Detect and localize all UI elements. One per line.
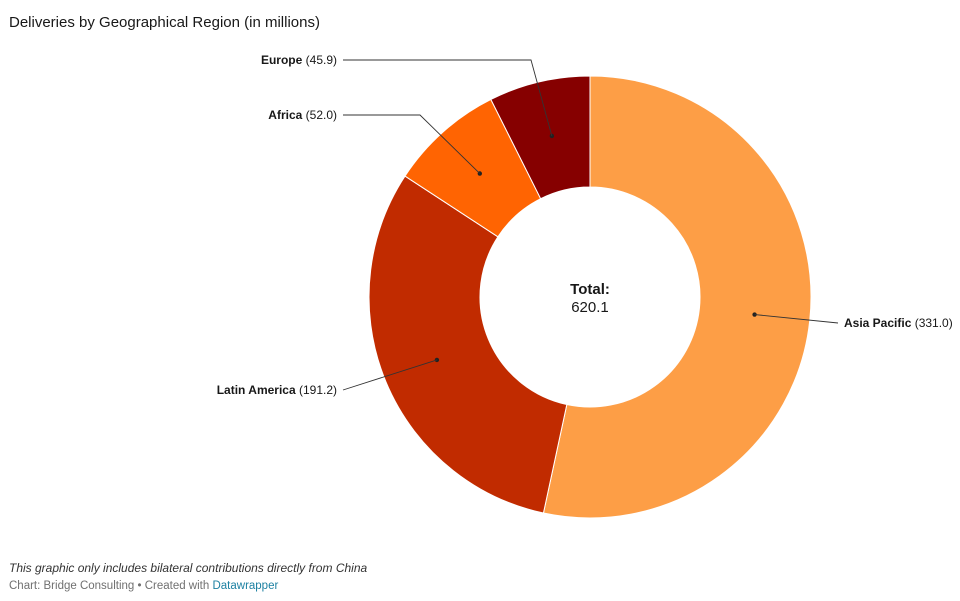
slice-label-name: Europe bbox=[261, 53, 303, 67]
slice-label-value: (52.0) bbox=[302, 108, 337, 122]
labels-group: Asia Pacific (331.0) Latin America (191.2… bbox=[217, 53, 953, 397]
slice-label-africa: Africa (52.0) bbox=[268, 108, 337, 122]
credit-prefix: Chart: Bridge Consulting • Created with bbox=[9, 580, 213, 592]
chart-notes: This graphic only includes bilateral con… bbox=[9, 561, 368, 575]
slice-europe bbox=[490, 75, 591, 200]
center-total-value: 620.1 bbox=[571, 299, 609, 316]
slice-label-name: Asia Pacific bbox=[844, 316, 912, 330]
slices-group bbox=[368, 75, 812, 519]
leaders-group bbox=[342, 59, 839, 391]
slice-asia-pacific bbox=[542, 75, 812, 519]
leader-dot-asia-pacific bbox=[752, 312, 757, 317]
leader-line-europe bbox=[343, 59, 553, 137]
chart-title: Deliveries by Geographical Region (in mi… bbox=[9, 14, 320, 31]
slice-latin-america bbox=[368, 175, 568, 514]
slice-label-value: (191.2) bbox=[296, 383, 337, 397]
chart-credit: Chart: Bridge Consulting • Created with … bbox=[9, 580, 278, 592]
datawrapper-link[interactable]: Datawrapper bbox=[212, 580, 279, 592]
slice-label-asia-pacific: Asia Pacific (331.0) bbox=[844, 316, 953, 330]
leader-line-asia-pacific bbox=[754, 314, 839, 324]
leader-line-africa bbox=[343, 114, 481, 174]
slice-label-value: (45.9) bbox=[302, 53, 337, 67]
center-total-label: Total: bbox=[570, 281, 610, 298]
slice-label-value: (331.0) bbox=[911, 316, 952, 330]
leader-line-latin-america bbox=[342, 359, 438, 391]
slice-label-latin-america: Latin America (191.2) bbox=[217, 383, 337, 397]
slice-label-europe: Europe (45.9) bbox=[261, 53, 337, 67]
slice-label-name: Africa bbox=[268, 108, 302, 122]
slice-label-name: Latin America bbox=[217, 383, 296, 397]
